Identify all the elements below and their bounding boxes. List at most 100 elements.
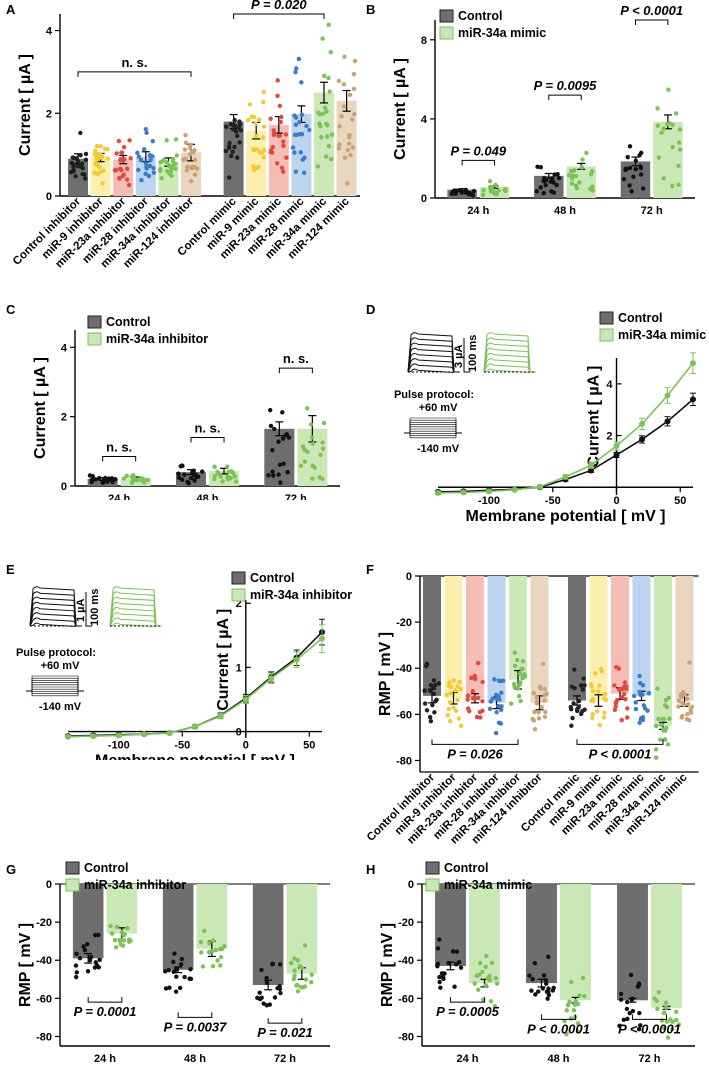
data-point [539, 165, 543, 169]
data-point [84, 158, 88, 162]
x-tick-label: 50 [303, 740, 315, 752]
significance-bracket [191, 437, 224, 442]
data-point [114, 151, 118, 155]
data-point [664, 1001, 668, 1005]
data-point [625, 706, 629, 710]
significance-bracket [432, 739, 518, 744]
data-point [275, 94, 279, 98]
data-point [604, 698, 608, 702]
data-point [164, 986, 168, 990]
x-axis-label: Membrane potential [ mV ] [95, 753, 295, 760]
data-point [337, 143, 341, 147]
data-point [200, 469, 204, 473]
y-tick-label: 4 [606, 379, 613, 391]
data-point [292, 968, 296, 972]
data-point [212, 465, 216, 469]
data-point [634, 167, 638, 171]
significance-bracket [279, 368, 312, 373]
significance-bracket [178, 1012, 212, 1017]
data-point [139, 178, 143, 182]
data-point [497, 679, 501, 683]
data-point [631, 175, 635, 179]
protocol-step [404, 431, 462, 433]
data-point [543, 687, 547, 691]
data-point [271, 473, 275, 477]
data-point [227, 141, 231, 145]
data-point [211, 964, 215, 968]
data-point [302, 155, 306, 159]
data-point [119, 942, 123, 946]
data-point [569, 724, 573, 728]
data-point [310, 476, 314, 480]
data-point [664, 698, 668, 702]
data-point [489, 185, 493, 189]
data-point [281, 170, 285, 174]
y-tick-label: 8 [421, 35, 427, 47]
data-point [657, 990, 661, 994]
data-point [130, 481, 134, 485]
data-point [625, 1007, 629, 1011]
data-point [682, 703, 686, 707]
data-point [293, 133, 297, 137]
data-point [120, 150, 124, 154]
data-point [93, 149, 97, 153]
data-point [292, 977, 296, 981]
data-point [125, 167, 129, 171]
data-point [167, 730, 173, 736]
data-point [327, 144, 331, 148]
data-point [471, 193, 475, 197]
legend-label: Control [106, 315, 150, 329]
data-point [591, 188, 595, 192]
data-point [276, 472, 280, 476]
bar [509, 576, 527, 680]
data-point [348, 153, 352, 157]
data-point [591, 712, 595, 716]
data-point [268, 675, 274, 681]
data-point [278, 120, 282, 124]
data-point [591, 697, 595, 701]
data-point [570, 176, 574, 180]
significance-label: P = 0.026 [447, 746, 503, 761]
data-point [496, 704, 500, 708]
data-point [637, 721, 641, 725]
bar [676, 576, 694, 701]
data-point [535, 701, 539, 705]
data-point [98, 170, 102, 174]
data-point [146, 478, 150, 482]
bar [224, 122, 244, 196]
data-point [80, 172, 84, 176]
data-point [581, 976, 585, 980]
data-point [187, 481, 191, 485]
data-point [472, 189, 476, 193]
data-point [294, 169, 298, 173]
data-point [302, 171, 306, 175]
data-point [628, 166, 632, 170]
data-point [114, 945, 118, 949]
data-point [319, 135, 323, 139]
y-tick-label: 2 [46, 108, 52, 120]
data-point [211, 938, 215, 942]
data-point [262, 148, 266, 152]
data-point [83, 948, 87, 952]
data-point [489, 999, 493, 1003]
data-point [540, 705, 544, 709]
data-point [95, 163, 99, 167]
data-point [127, 183, 131, 187]
data-point [273, 995, 277, 999]
data-point [136, 168, 140, 172]
x-category-label: 48 h [196, 493, 218, 500]
data-point [484, 983, 488, 987]
data-point [218, 963, 222, 967]
data-point [574, 1000, 578, 1004]
data-point [285, 470, 289, 474]
data-point [298, 964, 302, 968]
data-point [630, 996, 634, 1000]
y-axis-label: Current [ µA ] [392, 58, 409, 160]
significance-label: P < 0.0001 [527, 1021, 590, 1036]
data-point [163, 969, 167, 973]
data-point [185, 168, 189, 172]
data-point [237, 140, 241, 144]
data-point [289, 961, 293, 965]
data-point [171, 970, 175, 974]
x-tick-label: -50 [174, 740, 190, 752]
